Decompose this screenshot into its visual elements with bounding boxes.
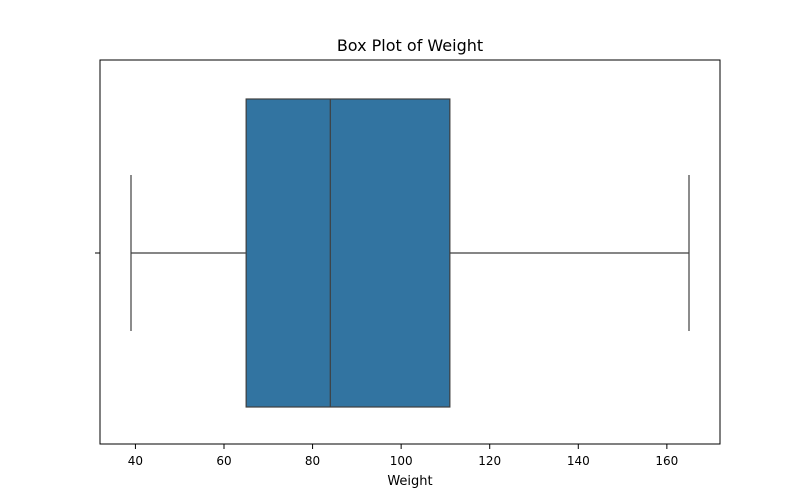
plot-layer bbox=[130, 98, 690, 408]
x-tick-label: 140 bbox=[567, 454, 590, 468]
x-axis: 40 60 80 100 120 140 160 bbox=[128, 444, 678, 468]
iqr-box bbox=[245, 98, 451, 408]
x-tick-label: 40 bbox=[128, 454, 143, 468]
x-axis-label: Weight bbox=[387, 474, 432, 489]
x-tick-label: 160 bbox=[655, 454, 678, 468]
x-tick-label: 80 bbox=[305, 454, 320, 468]
chart-title: Box Plot of Weight bbox=[337, 36, 483, 55]
x-tick-label: 60 bbox=[216, 454, 231, 468]
plot-frame bbox=[99, 59, 721, 445]
x-tick-label: 120 bbox=[478, 454, 501, 468]
x-tick-label: 100 bbox=[390, 454, 413, 468]
